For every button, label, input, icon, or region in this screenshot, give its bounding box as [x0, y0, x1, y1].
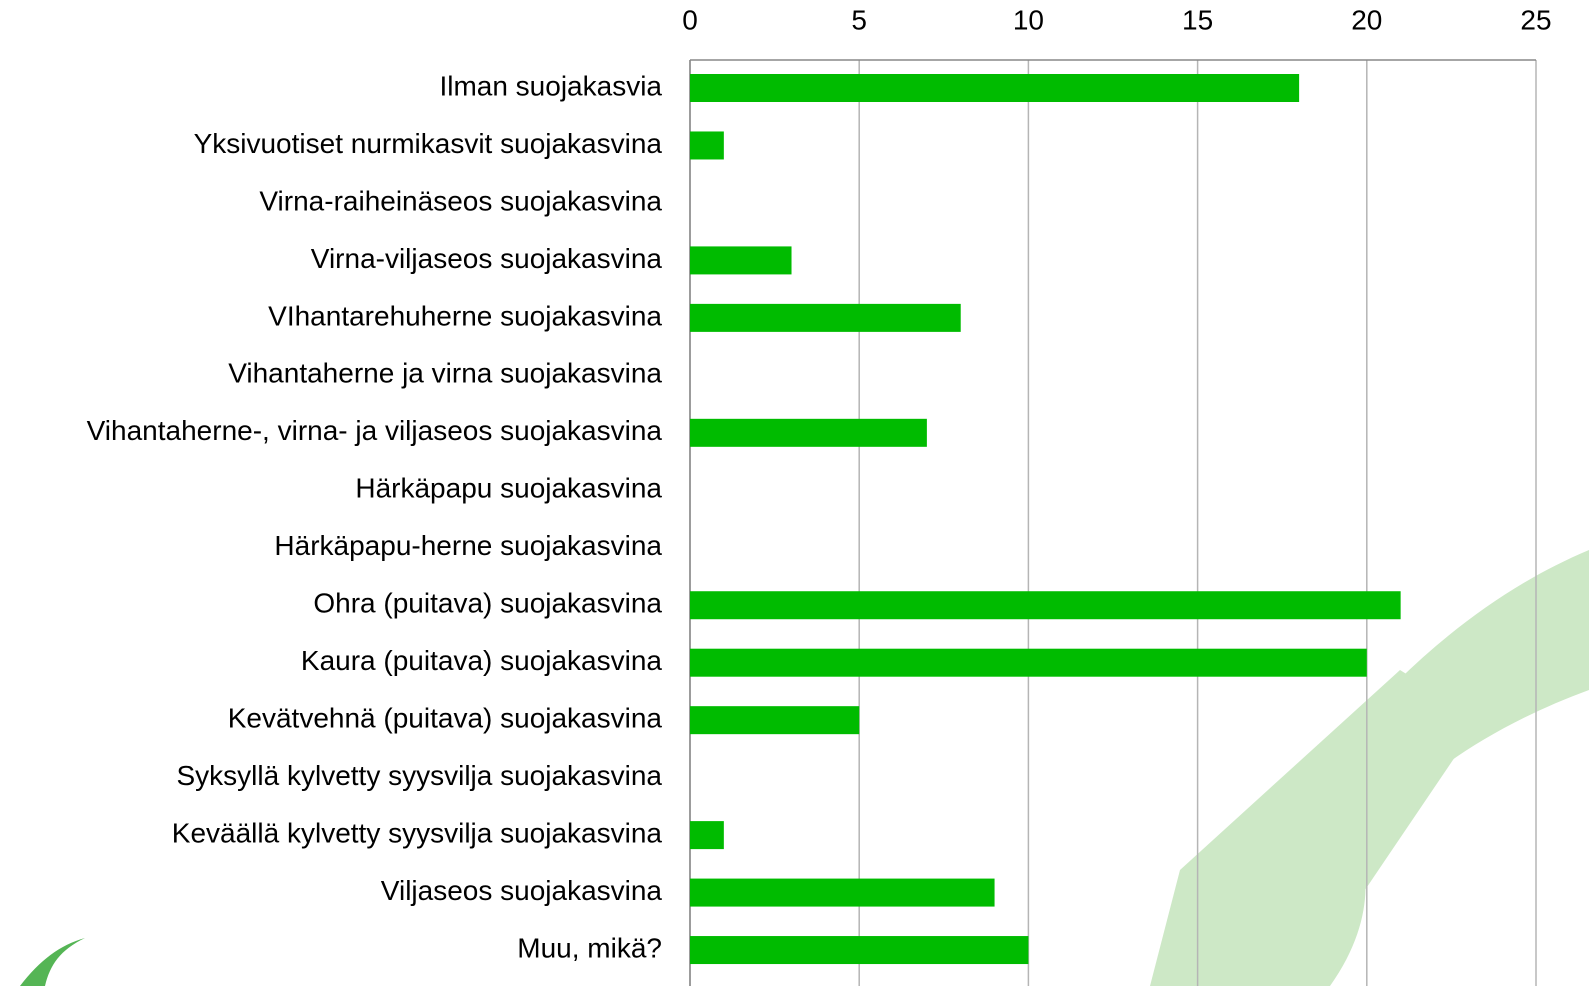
x-tick-label: 0 — [682, 4, 698, 35]
y-tick-label: Virna-raiheinäseos suojakasvina — [259, 185, 662, 216]
y-tick-label: Vihantaherne-, virna- ja viljaseos suoja… — [87, 415, 663, 446]
x-tick-label: 5 — [851, 4, 867, 35]
y-tick-label: Kaura (puitava) suojakasvina — [301, 645, 663, 676]
y-tick-label: Syksyllä kylvetty syysvilja suojakasvina — [177, 760, 663, 791]
bar — [690, 591, 1401, 620]
y-tick-label: VIhantarehuherne suojakasvina — [268, 300, 662, 331]
bar — [690, 246, 792, 275]
bar — [690, 418, 927, 447]
bar — [690, 878, 995, 907]
x-tick-label: 15 — [1182, 4, 1213, 35]
y-tick-label: Yksivuotiset nurmikasvit suojakasvina — [194, 128, 663, 159]
y-tick-label: Härkäpapu-herne suojakasvina — [274, 530, 662, 561]
y-tick-label: Ilman suojakasvia — [439, 70, 662, 101]
y-tick-label: Viljaseos suojakasvina — [381, 875, 663, 906]
y-tick-label: Vihantaherne ja virna suojakasvina — [228, 358, 662, 389]
bar — [690, 74, 1300, 102]
y-tick-label: Kevätvehnä (puitava) suojakasvina — [228, 703, 663, 734]
bar — [690, 821, 724, 850]
bar — [690, 648, 1367, 677]
bar — [690, 706, 860, 735]
bar — [690, 303, 961, 332]
y-tick-label: Ohra (puitava) suojakasvina — [313, 588, 662, 619]
y-tick-label: Virna-viljaseos suojakasvina — [311, 243, 663, 274]
y-tick-label: Härkäpapu suojakasvina — [355, 473, 662, 504]
bar — [690, 936, 1029, 965]
y-tick-label: Muu, mikä? — [517, 932, 662, 963]
background-leaf — [20, 938, 85, 986]
x-tick-label: 20 — [1351, 4, 1382, 35]
bar — [690, 131, 724, 160]
y-tick-label: Keväällä kylvetty syysvilja suojakasvina — [172, 818, 663, 849]
background-swoosh — [1150, 670, 1480, 986]
x-tick-label: 25 — [1520, 4, 1551, 35]
x-tick-label: 10 — [1013, 4, 1044, 35]
